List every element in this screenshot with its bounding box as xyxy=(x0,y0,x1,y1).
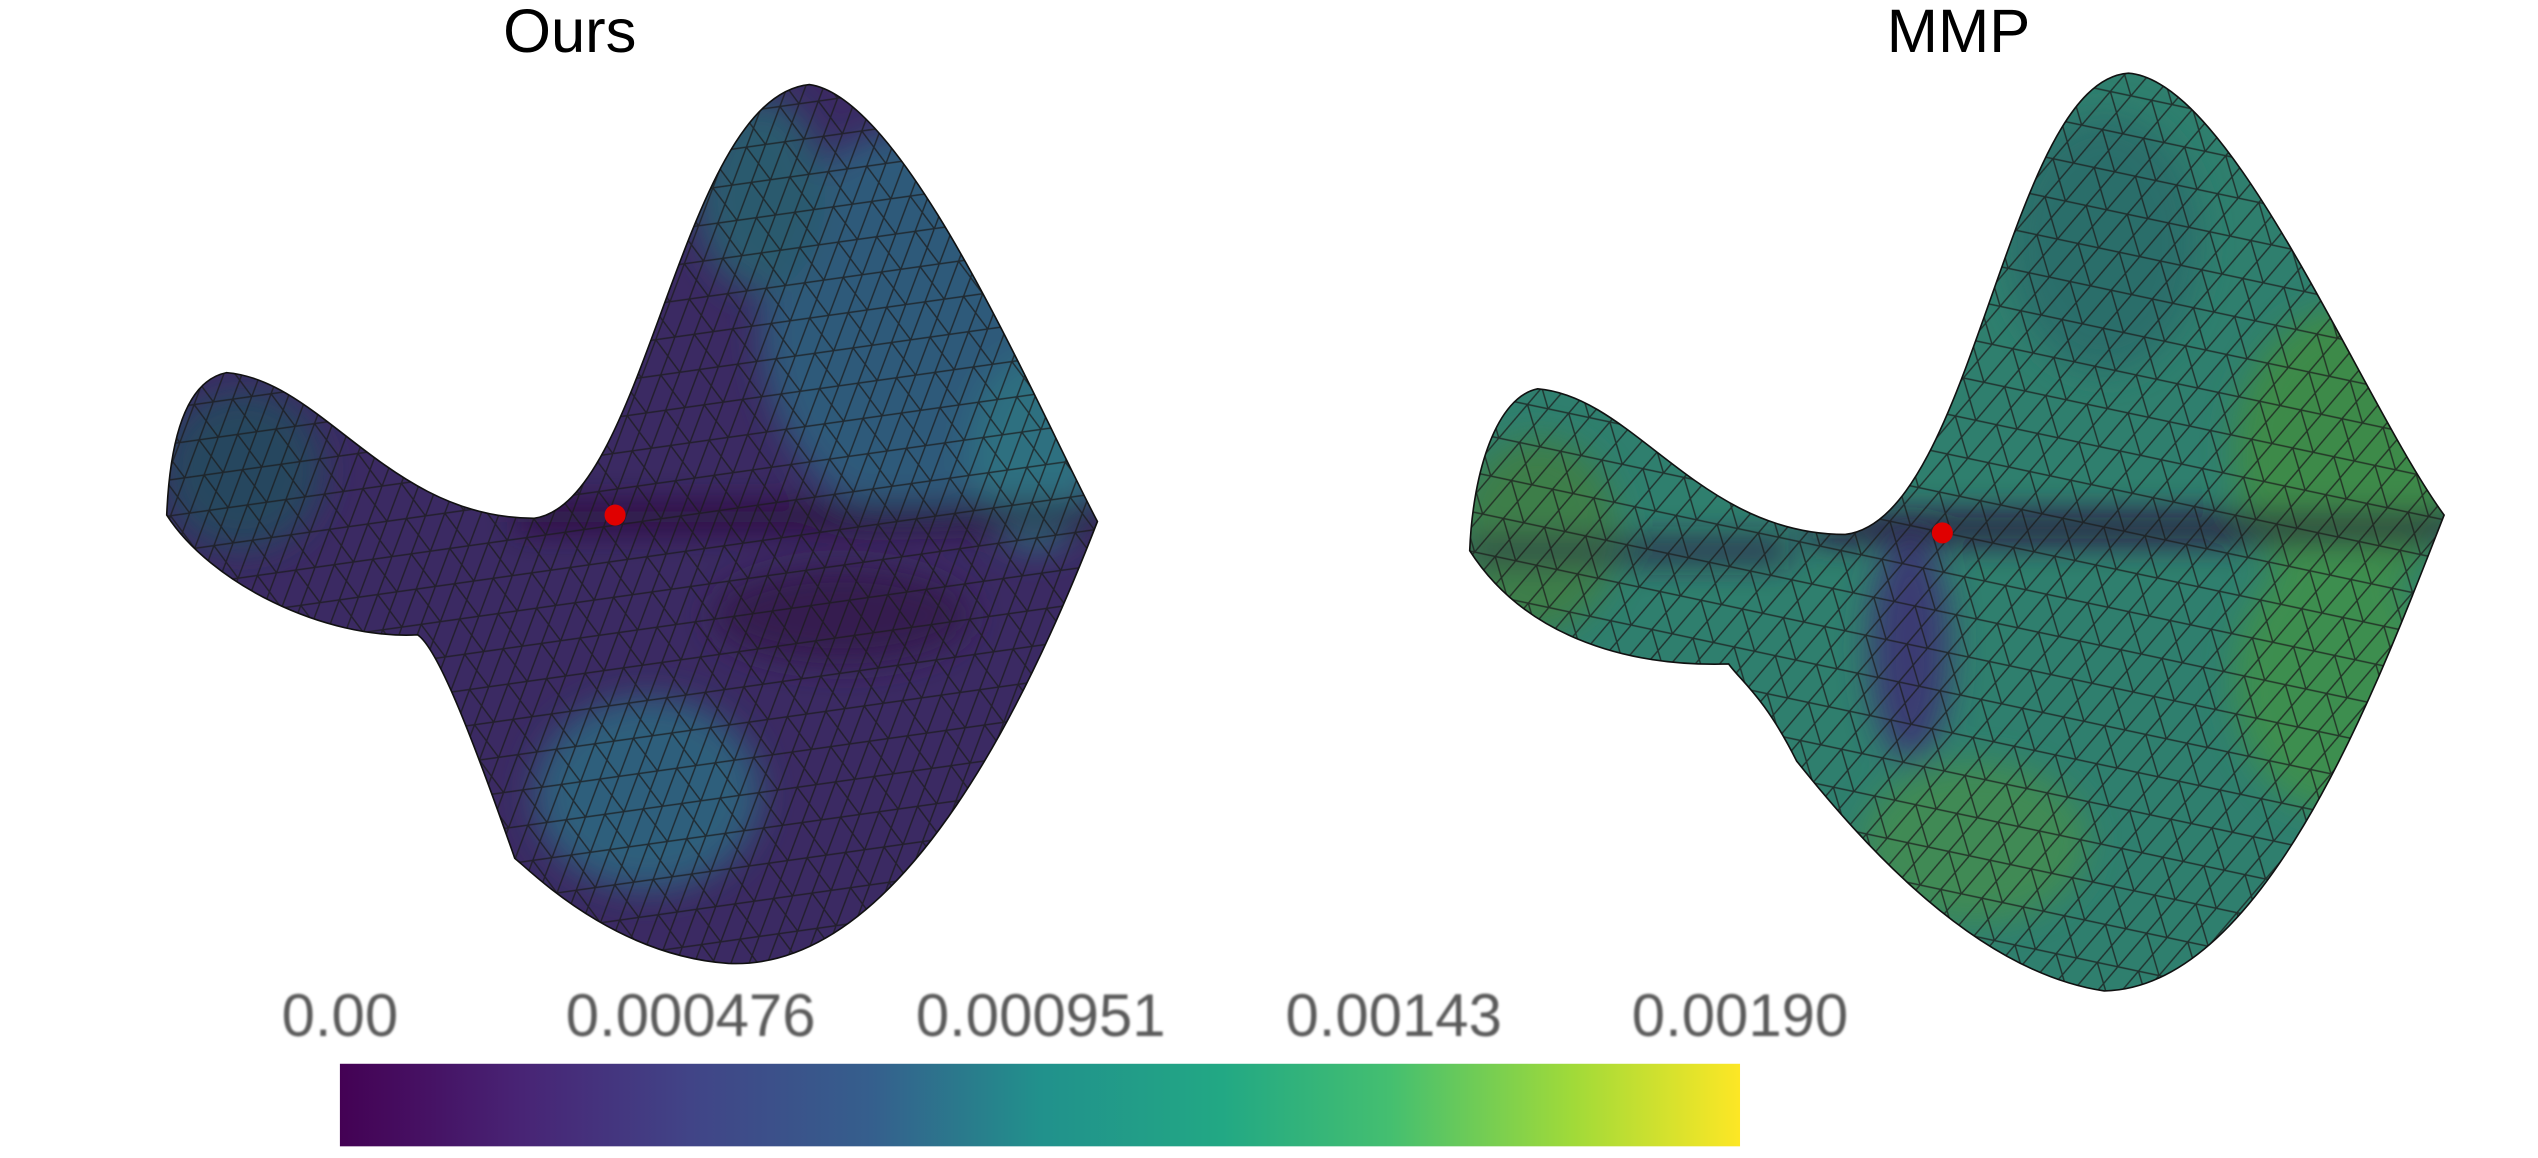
colorbar xyxy=(339,1063,1741,1147)
surface-mmp xyxy=(1469,73,2445,991)
colorbar-tick-label: 0.00 xyxy=(282,982,399,1049)
source-point xyxy=(604,504,626,526)
source-point xyxy=(1931,522,1953,544)
colorbar-tick-label: 0.00190 xyxy=(1632,982,1848,1049)
colorbar-tick-label: 0.00143 xyxy=(1285,982,1501,1049)
panel-title: MMP xyxy=(1887,0,2030,66)
panel-title: Ours xyxy=(503,0,636,66)
colorbar-tick-label: 0.000476 xyxy=(566,982,816,1049)
colorbar-tick-label: 0.000951 xyxy=(916,982,1166,1049)
surface-ours xyxy=(166,84,1098,964)
